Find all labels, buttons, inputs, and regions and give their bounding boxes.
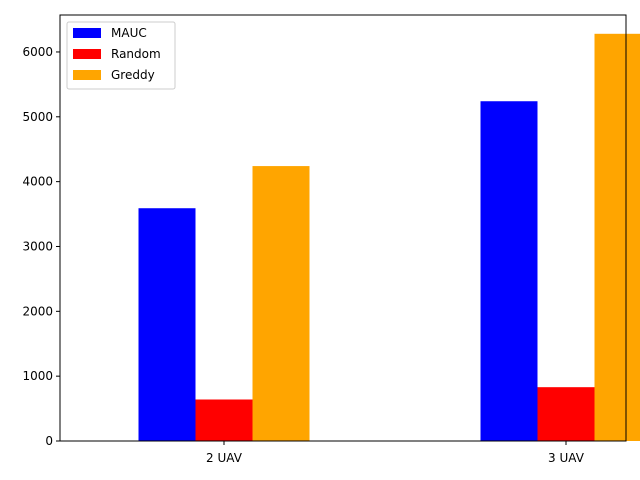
legend-swatch-mauc xyxy=(73,28,101,38)
y-tick-label: 5000 xyxy=(22,110,53,124)
y-tick-label: 4000 xyxy=(22,175,53,189)
y-tick-label: 0 xyxy=(45,434,53,448)
bar-greddy-2-uav xyxy=(252,166,310,441)
x-tick-label: 2 UAV xyxy=(206,451,243,465)
legend-label-random: Random xyxy=(111,47,161,61)
x-axis: 2 UAV 3 UAV xyxy=(206,441,585,465)
legend-swatch-greddy xyxy=(73,70,101,80)
y-tick-label: 1000 xyxy=(22,369,53,383)
y-tick-label: 3000 xyxy=(22,239,53,253)
bar-random-3-uav xyxy=(537,387,595,441)
bar-greddy-3-uav xyxy=(594,33,640,442)
legend: MAUC Random Greddy xyxy=(66,21,176,90)
plot-frame xyxy=(59,14,627,442)
legend-label-mauc: MAUC xyxy=(111,26,147,40)
y-axis: 0 1000 2000 3000 4000 5000 6000 xyxy=(22,45,60,448)
bar-mauc-2-uav xyxy=(138,208,196,441)
y-tick-label: 6000 xyxy=(22,45,53,59)
x-tick-label: 3 UAV xyxy=(548,451,585,465)
legend-swatch-random xyxy=(73,49,101,59)
bar-random-2-uav xyxy=(195,399,253,441)
legend-label-greddy: Greddy xyxy=(111,68,155,82)
bar-group xyxy=(138,33,640,442)
y-tick-label: 2000 xyxy=(22,304,53,318)
bar-mauc-3-uav xyxy=(480,101,538,442)
